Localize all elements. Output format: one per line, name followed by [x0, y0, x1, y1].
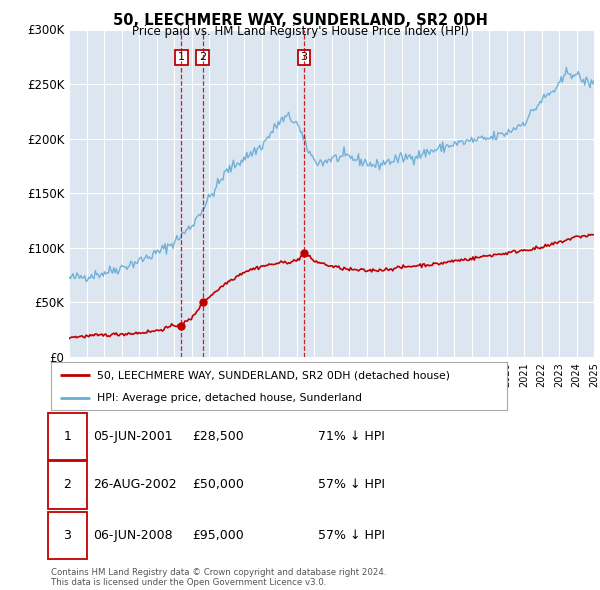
Text: 3: 3: [301, 53, 307, 63]
Text: 2: 2: [64, 478, 71, 491]
Text: 2: 2: [199, 53, 206, 63]
Text: HPI: Average price, detached house, Sunderland: HPI: Average price, detached house, Sund…: [97, 393, 362, 403]
Text: This data is licensed under the Open Government Licence v3.0.: This data is licensed under the Open Gov…: [51, 578, 326, 587]
Text: 06-JUN-2008: 06-JUN-2008: [93, 529, 173, 542]
Text: Price paid vs. HM Land Registry's House Price Index (HPI): Price paid vs. HM Land Registry's House …: [131, 25, 469, 38]
Text: 57% ↓ HPI: 57% ↓ HPI: [318, 478, 385, 491]
Text: 50, LEECHMERE WAY, SUNDERLAND, SR2 0DH: 50, LEECHMERE WAY, SUNDERLAND, SR2 0DH: [113, 13, 487, 28]
Text: 26-AUG-2002: 26-AUG-2002: [93, 478, 176, 491]
Text: £50,000: £50,000: [192, 478, 244, 491]
Text: Contains HM Land Registry data © Crown copyright and database right 2024.: Contains HM Land Registry data © Crown c…: [51, 568, 386, 576]
Text: £28,500: £28,500: [192, 430, 244, 443]
Text: 1: 1: [178, 53, 185, 63]
Text: 71% ↓ HPI: 71% ↓ HPI: [318, 430, 385, 443]
Text: £95,000: £95,000: [192, 529, 244, 542]
Text: 50, LEECHMERE WAY, SUNDERLAND, SR2 0DH (detached house): 50, LEECHMERE WAY, SUNDERLAND, SR2 0DH (…: [97, 370, 449, 380]
Text: 1: 1: [64, 430, 71, 443]
Text: 57% ↓ HPI: 57% ↓ HPI: [318, 529, 385, 542]
Text: 05-JUN-2001: 05-JUN-2001: [93, 430, 173, 443]
Text: 3: 3: [64, 529, 71, 542]
